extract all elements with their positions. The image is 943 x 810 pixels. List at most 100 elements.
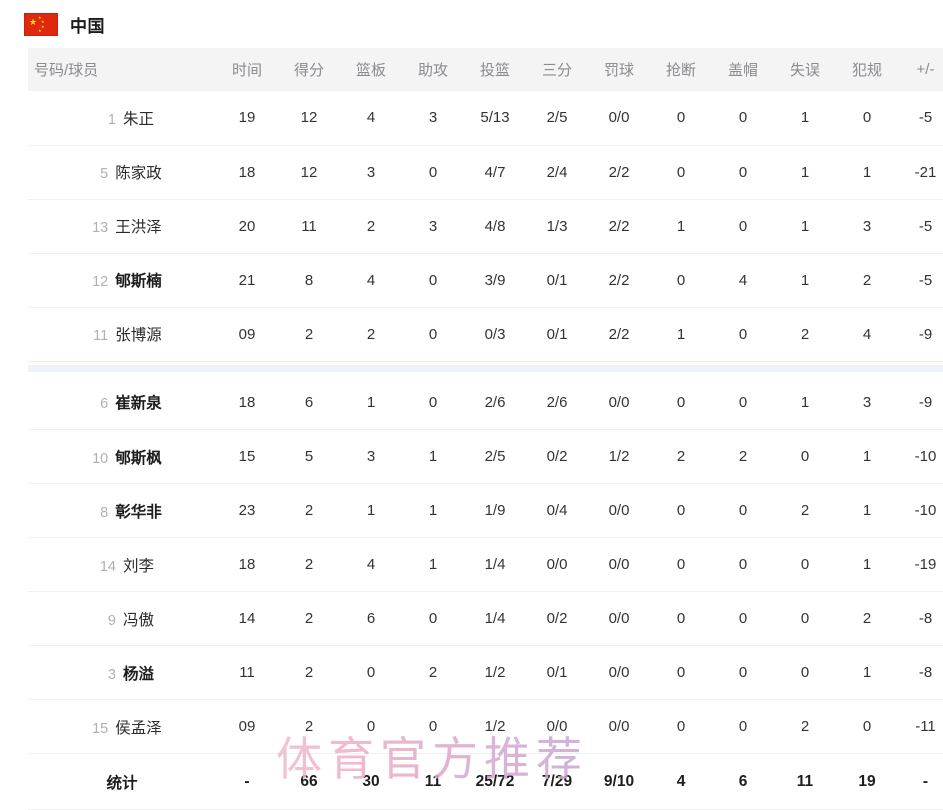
column-header-points[interactable]: 得分 <box>293 62 324 79</box>
stat-assists: 0 <box>428 163 438 181</box>
stat-threepoint: 2/6 <box>546 393 568 411</box>
player-name[interactable]: 冯傲 <box>122 611 154 629</box>
player-cell[interactable]: 9 冯傲 <box>28 592 216 646</box>
starters-bench-divider <box>28 361 943 376</box>
stat-minutes: 20 <box>238 217 256 235</box>
stat-freethrow: 2/2 <box>608 325 630 343</box>
player-name[interactable]: 张博源 <box>115 327 162 344</box>
stat-threepoint: 0/1 <box>546 271 568 289</box>
table-row[interactable]: 8 彰华非 23 2 1 1 1/9 0/4 0/0 0 0 2 1 -10 <box>28 484 943 538</box>
stat-rebounds: 1 <box>366 393 376 411</box>
player-name[interactable]: 王洪泽 <box>115 219 162 236</box>
column-header-threepoint[interactable]: 三分 <box>541 62 572 79</box>
column-header-turnovers[interactable]: 失误 <box>789 62 820 79</box>
player-cell[interactable]: 1 朱正 <box>28 91 216 145</box>
table-row[interactable]: 12 郇斯楠 21 8 4 0 3/9 0/1 2/2 0 4 1 2 -5 <box>28 253 943 307</box>
table-row[interactable]: 15 侯孟泽 09 2 0 0 1/2 0/0 0/0 0 0 2 0 -11 <box>28 700 943 754</box>
stat-blocks: 0 <box>738 163 748 181</box>
stat-rebounds: 4 <box>366 556 376 573</box>
stat-rebounds: 4 <box>366 271 376 289</box>
table-row[interactable]: 1 朱正 19 12 4 3 5/13 2/5 0/0 0 0 1 0 -5 <box>28 91 943 145</box>
player-cell[interactable]: 14 刘李 <box>28 538 216 592</box>
column-header-steals[interactable]: 抢断 <box>665 62 696 79</box>
stat-blocks: 0 <box>738 502 748 519</box>
table-row[interactable]: 13 王洪泽 20 11 2 3 4/8 1/3 2/2 1 0 1 3 -5 <box>28 199 943 253</box>
stat-turnovers: 0 <box>800 610 810 627</box>
player-cell[interactable]: 10 郇斯枫 <box>28 430 216 484</box>
player-name[interactable]: 刘李 <box>122 557 154 575</box>
boxscore-table-wrap: 号码/球员 时间 得分 篮板 助攻 投篮 三分 罚球 抢断 盖帽 失误 犯规 +… <box>0 48 943 810</box>
stat-steals: 0 <box>676 556 686 573</box>
flag-star-small-4: ★ <box>38 27 42 33</box>
player-cell[interactable]: 11 张博源 <box>28 307 216 361</box>
column-header-minutes[interactable]: 时间 <box>231 62 262 79</box>
stat-minutes: 11 <box>239 664 255 681</box>
stat-points: 2 <box>304 664 314 681</box>
column-header-player[interactable]: 号码/球员 <box>34 62 99 79</box>
player-cell[interactable]: 15 侯孟泽 <box>28 700 216 754</box>
stat-fieldgoals: 1/4 <box>484 610 506 627</box>
player-cell[interactable]: 3 杨溢 <box>28 646 216 700</box>
stat-points: 12 <box>300 163 318 181</box>
player-name[interactable]: 崔新泉 <box>115 395 162 413</box>
stat-plusminus: -9 <box>918 325 933 343</box>
player-cell[interactable]: 12 郇斯楠 <box>28 253 216 307</box>
stat-assists: 1 <box>428 502 438 519</box>
totals-blocks: 6 <box>738 772 748 790</box>
stat-turnovers: 1 <box>800 217 810 235</box>
table-row[interactable]: 14 刘李 18 2 4 1 1/4 0/0 0/0 0 0 0 1 -19 <box>28 538 943 592</box>
player-cell[interactable]: 13 王洪泽 <box>28 199 216 253</box>
column-header-plusminus[interactable]: +/- <box>916 61 935 78</box>
stat-rebounds: 4 <box>366 109 376 127</box>
totals-plusminus: - <box>922 772 929 790</box>
jersey-number: 1 <box>107 111 116 128</box>
stat-freethrow: 0/0 <box>608 393 630 411</box>
stat-turnovers: 1 <box>800 109 810 127</box>
player-name[interactable]: 朱正 <box>122 110 154 128</box>
stat-turnovers: 0 <box>800 664 810 681</box>
table-body: 1 朱正 19 12 4 3 5/13 2/5 0/0 0 0 1 0 -5 5 陈家政 18 12 3 0 4/7 2/… <box>28 91 943 810</box>
stat-threepoint: 0/2 <box>546 610 568 627</box>
column-header-fieldgoals[interactable]: 投篮 <box>479 62 510 79</box>
stat-fouls: 2 <box>862 610 872 627</box>
stat-fouls: 3 <box>862 217 872 235</box>
stat-plusminus: -9 <box>918 393 933 411</box>
stat-freethrow: 0/0 <box>608 109 630 127</box>
table-row[interactable]: 11 张博源 09 2 2 0 0/3 0/1 2/2 1 0 2 4 -9 <box>28 307 943 361</box>
column-header-assists[interactable]: 助攻 <box>417 62 448 79</box>
table-row[interactable]: 9 冯傲 14 2 6 0 1/4 0/2 0/0 0 0 0 2 -8 <box>28 592 943 646</box>
stat-rebounds: 6 <box>366 610 376 627</box>
player-name[interactable]: 杨溢 <box>122 665 154 683</box>
column-header-blocks[interactable]: 盖帽 <box>727 62 758 79</box>
table-row[interactable]: 5 陈家政 18 12 3 0 4/7 2/4 2/2 0 0 1 1 -21 <box>28 145 943 199</box>
stat-blocks: 0 <box>738 217 748 235</box>
player-cell[interactable]: 5 陈家政 <box>28 145 216 199</box>
player-name[interactable]: 陈家政 <box>115 165 162 182</box>
player-cell[interactable]: 8 彰华非 <box>28 484 216 538</box>
table-row[interactable]: 6 崔新泉 18 6 1 0 2/6 2/6 0/0 0 0 1 3 -9 <box>28 376 943 430</box>
player-name[interactable]: 侯孟泽 <box>115 719 162 737</box>
team-header: ★ ★ ★ ★ ★ 中国 <box>0 0 943 48</box>
column-header-freethrow[interactable]: 罚球 <box>603 62 634 79</box>
stat-blocks: 0 <box>738 664 748 681</box>
player-name[interactable]: 郇斯楠 <box>115 273 162 290</box>
stat-threepoint: 2/4 <box>546 163 568 181</box>
stat-fieldgoals: 3/9 <box>484 271 506 289</box>
stat-assists: 0 <box>428 393 438 411</box>
stat-fieldgoals: 0/3 <box>484 325 506 343</box>
stat-assists: 0 <box>428 271 438 289</box>
stat-steals: 0 <box>676 718 686 735</box>
player-cell[interactable]: 6 崔新泉 <box>28 376 216 430</box>
player-name[interactable]: 郇斯枫 <box>115 449 162 467</box>
column-header-fouls[interactable]: 犯规 <box>851 62 882 79</box>
stat-fieldgoals: 1/4 <box>484 556 506 573</box>
stat-freethrow: 0/0 <box>608 610 630 627</box>
stat-steals: 0 <box>676 664 686 681</box>
stat-fieldgoals: 1/2 <box>484 718 506 735</box>
player-name[interactable]: 彰华非 <box>115 503 162 521</box>
stat-points: 5 <box>304 448 314 465</box>
table-row[interactable]: 10 郇斯枫 15 5 3 1 2/5 0/2 1/2 2 2 0 1 -10 <box>28 430 943 484</box>
table-row[interactable]: 3 杨溢 11 2 0 2 1/2 0/1 0/0 0 0 0 1 -8 <box>28 646 943 700</box>
column-header-rebounds[interactable]: 篮板 <box>355 62 386 79</box>
stat-threepoint: 0/1 <box>546 325 568 343</box>
